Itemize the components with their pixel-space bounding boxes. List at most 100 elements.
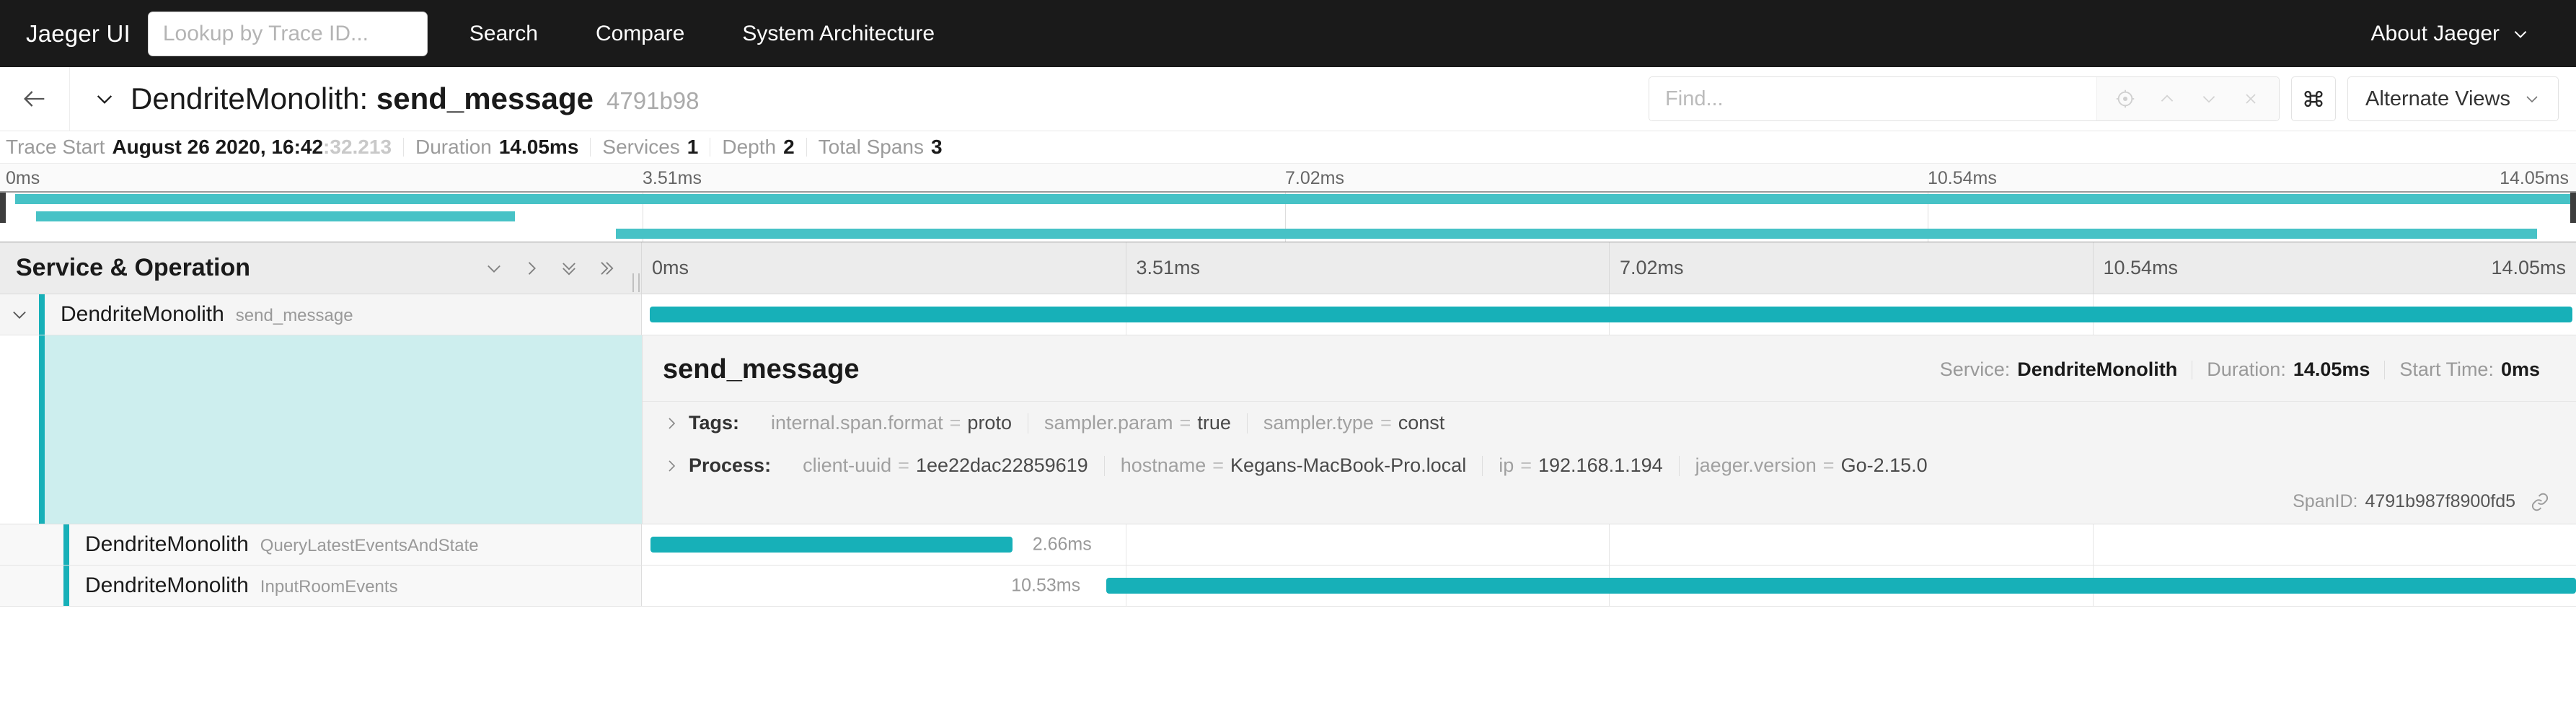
trace-header-tools: Alternate Views [1649, 76, 2559, 121]
detail-service-label: Service: [1939, 358, 2011, 380]
process-item: hostname = Kegans-MacBook-Pro.local [1105, 454, 1483, 477]
trace-collapse-chevron-icon[interactable] [93, 87, 116, 110]
table-row[interactable]: DendriteMonolith send_message [0, 294, 2576, 335]
trace-id-lookup-input[interactable] [147, 11, 428, 56]
process-key: ip [1499, 454, 1514, 476]
timeline-header-row: Service & Operation 0ms 3.51ms 7.02 [0, 242, 2576, 294]
service-color-bar [39, 335, 45, 524]
span-detail-left-gutter [0, 335, 642, 524]
equals-sign: = [898, 454, 909, 476]
column-resize-handle[interactable] [632, 273, 640, 292]
equals-sign: = [949, 412, 961, 434]
span-duration-bar [1106, 578, 2576, 594]
minimap-drag-handle-right[interactable] [2570, 193, 2576, 223]
minimap-ticks: 0ms 3.51ms 7.02ms 10.54ms 14.05ms [0, 164, 2576, 191]
detail-service: Service: DendriteMonolith [1926, 358, 2192, 381]
minimap-drag-handle-left[interactable] [0, 193, 6, 223]
minimap-canvas[interactable] [0, 191, 2576, 243]
meta-label: Depth [722, 136, 777, 158]
span-id-label: SpanID: [2293, 491, 2358, 511]
find-next-chevron-down-icon[interactable] [2188, 78, 2230, 120]
span-expand-chevron-down-icon[interactable] [0, 304, 39, 325]
tag-item: sampler.type = const [1248, 412, 1460, 434]
process-value: Kegans-MacBook-Pro.local [1230, 454, 1467, 476]
span-row-left[interactable]: DendriteMonolith send_message [0, 294, 642, 335]
span-detail-meta: Service: DendriteMonolith Duration: 14.0… [1926, 358, 2554, 381]
process-item: ip = 192.168.1.194 [1483, 454, 1678, 477]
collapse-one-chevron-right-icon[interactable] [521, 258, 542, 278]
app-brand-jaeger-ui[interactable]: Jaeger UI [26, 19, 131, 47]
minimap-tick: 7.02ms [1285, 168, 1344, 188]
meta-total-spans: Total Spans 3 [807, 136, 954, 159]
span-detail-body: send_message Service: DendriteMonolith D… [642, 335, 2576, 524]
table-row[interactable]: DendriteMonolith InputRoomEvents 10.53ms [0, 566, 2576, 607]
minimap-tick: 14.05ms [2500, 168, 2569, 188]
collapse-controls [467, 258, 641, 278]
span-row-left[interactable]: DendriteMonolith InputRoomEvents [0, 566, 642, 606]
span-service-name: DendriteMonolith [61, 302, 224, 326]
span-operation-name: InputRoomEvents [260, 577, 398, 597]
about-jaeger-menu[interactable]: About Jaeger [2371, 22, 2530, 46]
service-color-bar [63, 524, 69, 565]
find-clear-close-icon[interactable] [2230, 78, 2272, 120]
trace-minimap[interactable]: 0ms 3.51ms 7.02ms 10.54ms 14.05ms [0, 163, 2576, 243]
page-title: DendriteMonolith: send_message [131, 82, 594, 115]
nav-link-system-architecture[interactable]: System Architecture [742, 21, 935, 45]
process-value: 1ee22dac22859619 [915, 454, 1088, 476]
minimap-span-bar [15, 194, 2571, 204]
minimap-span-bar [36, 211, 516, 221]
process-items: client-uuid = 1ee22dac22859619 hostname … [787, 454, 1944, 477]
trace-short-id: 4791b98 [606, 87, 700, 114]
tags-chevron-right-icon[interactable] [663, 415, 689, 432]
minimap-tick: 3.51ms [643, 168, 702, 188]
minimap-tick: 10.54ms [1928, 168, 1997, 188]
meta-label: Services [602, 136, 680, 158]
expand-all-double-chevron-down-icon[interactable] [559, 258, 579, 278]
divider [403, 138, 405, 157]
about-jaeger-label: About Jaeger [2370, 21, 2500, 45]
top-navbar: Jaeger UI Search Compare System Architec… [0, 0, 2576, 67]
alternate-views-dropdown[interactable]: Alternate Views [2347, 76, 2559, 121]
meta-value: August 26 2020, 16:42 [112, 136, 324, 158]
detail-gutter-blank [0, 335, 39, 524]
detail-start-time-label: Start Time: [2399, 358, 2494, 380]
span-row-timeline[interactable]: 10.53ms [642, 566, 2576, 606]
divider [1246, 413, 1248, 434]
span-detail-header: send_message Service: DendriteMonolith D… [643, 335, 2576, 402]
trace-header: DendriteMonolith: send_message 4791b98 [0, 66, 2576, 131]
timeline-tick: 0ms [652, 257, 689, 278]
tag-value: true [1197, 412, 1231, 434]
expand-one-chevron-down-icon[interactable] [484, 258, 504, 278]
find-input[interactable] [1649, 77, 2097, 120]
equals-sign: = [1179, 412, 1191, 434]
span-row-left[interactable]: DendriteMonolith QueryLatestEventsAndSta… [0, 524, 642, 565]
find-prev-chevron-up-icon[interactable] [2146, 78, 2188, 120]
tag-value: proto [967, 412, 1012, 434]
service-color-bar [63, 566, 69, 606]
target-icon[interactable] [2104, 78, 2146, 120]
meta-value: 2 [783, 136, 795, 158]
detail-start-time-value: 0ms [2500, 358, 2540, 380]
collapse-all-double-chevron-right-icon[interactable] [596, 258, 617, 278]
span-process-row[interactable]: Process: client-uuid = 1ee22dac22859619 … [643, 444, 2576, 487]
back-button[interactable] [0, 66, 70, 131]
meta-depth: Depth 2 [710, 136, 806, 159]
span-tags-row[interactable]: Tags: internal.span.format = proto sampl… [643, 402, 2576, 444]
span-row-timeline[interactable] [642, 294, 2576, 335]
minimap-gridline [1285, 193, 1286, 242]
span-id-row: SpanID: 4791b987f8900fd5 [643, 487, 2576, 524]
trace-title-operation: send_message [376, 82, 594, 115]
nav-link-compare[interactable]: Compare [595, 21, 685, 45]
span-operation-name: send_message [235, 306, 353, 325]
span-row-timeline[interactable]: 2.66ms [642, 524, 2576, 565]
link-icon[interactable] [2530, 492, 2550, 512]
nav-link-search[interactable]: Search [469, 21, 538, 45]
trace-title-service: DendriteMonolith [131, 82, 360, 115]
table-row[interactable]: DendriteMonolith QueryLatestEventsAndSta… [0, 524, 2576, 566]
divider [590, 138, 591, 157]
tag-item: internal.span.format = proto [755, 412, 1028, 434]
span-rows: DendriteMonolith send_message send_messa [0, 294, 2576, 607]
keyboard-shortcuts-button[interactable] [2291, 76, 2337, 121]
process-chevron-right-icon[interactable] [663, 457, 689, 475]
span-duration-bar [649, 307, 2572, 322]
